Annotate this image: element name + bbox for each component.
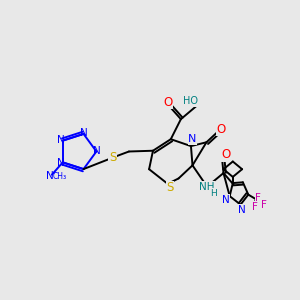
Text: N: N [57, 158, 65, 168]
Text: F: F [255, 193, 261, 203]
Text: N: N [80, 128, 88, 138]
Text: NH: NH [199, 182, 214, 192]
Text: H: H [210, 189, 217, 198]
Text: N: N [188, 134, 197, 144]
Text: N: N [46, 171, 53, 181]
Text: O: O [163, 96, 172, 109]
Text: N: N [238, 205, 246, 215]
Text: HO: HO [183, 96, 198, 106]
Text: O: O [221, 148, 230, 161]
Text: S: S [109, 151, 116, 164]
Text: N: N [57, 135, 65, 145]
Text: N: N [92, 146, 100, 157]
Text: O: O [217, 123, 226, 136]
Text: F: F [261, 200, 267, 210]
Text: N: N [222, 195, 230, 205]
Text: S: S [166, 181, 174, 194]
Text: CH₃: CH₃ [52, 172, 67, 181]
Text: F: F [252, 202, 257, 212]
